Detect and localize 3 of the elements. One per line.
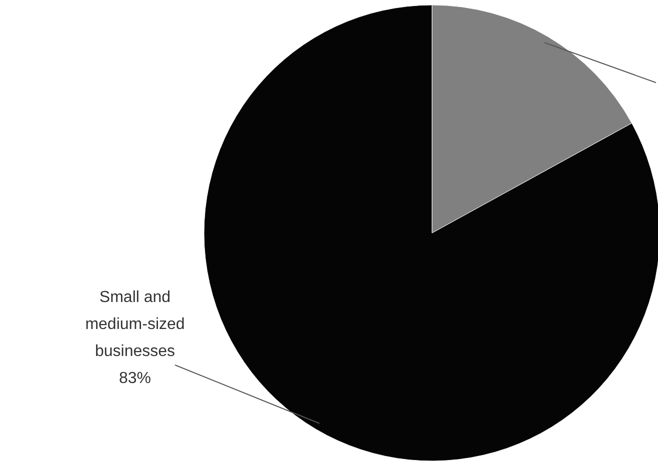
slice-label: Small and medium-sized businesses (85, 289, 185, 360)
pie-slice (204, 4, 658, 462)
data-label: 83% (118, 370, 152, 387)
